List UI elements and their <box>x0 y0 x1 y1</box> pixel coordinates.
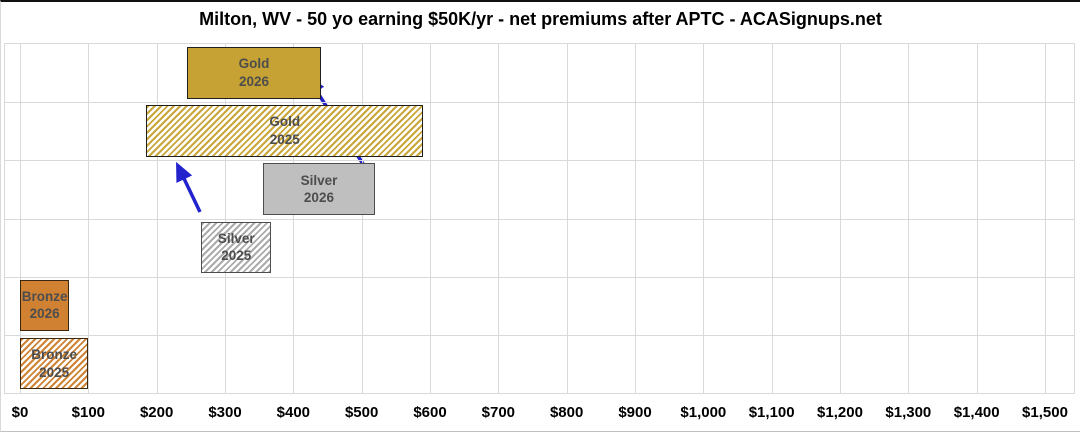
bar-silver-2026: Silver 2026 <box>262 163 376 215</box>
x-tick-label: $200 <box>139 404 174 421</box>
gridline-horizontal <box>5 335 1074 336</box>
gridline-vertical <box>20 44 21 393</box>
gridline-vertical <box>635 44 636 393</box>
bar-bronze-2026: Bronze 2026 <box>20 279 70 332</box>
x-tick-label: $1,100 <box>748 404 795 421</box>
bar-bronze-2025: Bronze 2025 <box>20 337 89 390</box>
gridline-horizontal <box>5 102 1074 103</box>
x-tick-label: $1,200 <box>817 404 863 421</box>
gridline-vertical <box>840 44 841 393</box>
plot-area: Gold 2026 Gold 2025 Silver 2026 Silver 2025 Bron… <box>4 43 1075 394</box>
x-tick-label: $1,500 <box>1022 404 1068 421</box>
x-tick-label: $1,400 <box>953 404 1000 421</box>
chart-title: Milton, WV - 50 yo earning $50K/yr - net… <box>199 9 882 29</box>
x-tick-label: $800 <box>549 404 584 421</box>
gridline-vertical <box>908 44 910 393</box>
x-tick-label: $500 <box>344 404 379 421</box>
bar-label-metal: Bronze <box>31 347 78 363</box>
gridline-vertical <box>771 44 773 393</box>
gridline-vertical <box>293 44 295 393</box>
x-tick-label: $300 <box>208 404 242 421</box>
gridline-vertical <box>225 44 226 393</box>
gridline-horizontal <box>5 277 1074 278</box>
gridline-vertical <box>430 44 431 393</box>
bar-gold-2025: Gold 2025 <box>146 105 424 157</box>
gridline-horizontal <box>5 219 1074 220</box>
x-tick-label: $1,300 <box>885 404 932 421</box>
bar-label-year: 2026 <box>303 190 334 206</box>
bar-gold-2026: Gold 2026 <box>187 47 321 99</box>
bar-label-year: 2025 <box>221 248 252 264</box>
bar-label-year: 2026 <box>29 306 60 322</box>
bar-label-metal: Silver <box>300 172 338 188</box>
bar-label-year: 2025 <box>269 131 300 147</box>
x-axis: $0 $100 $200 $300 $400 $500 $600 $700 $800 $900 $1… <box>1 404 1080 428</box>
gridline-vertical <box>498 44 500 393</box>
x-tick-label: $0 <box>11 404 29 421</box>
bar-label-metal: Gold <box>269 114 301 130</box>
gridline-vertical <box>703 44 705 393</box>
x-tick-label: $900 <box>618 404 652 421</box>
bar-label-metal: Silver <box>217 230 255 246</box>
arrow-silver-2025-to-gold-2025 <box>176 161 202 213</box>
gridline-vertical <box>156 44 158 393</box>
bar-label-year: 2025 <box>39 364 70 380</box>
gridline-vertical <box>976 44 978 393</box>
gridline-horizontal <box>5 160 1074 161</box>
x-tick-label: $600 <box>413 404 447 421</box>
x-tick-label: $700 <box>481 404 516 421</box>
bar-silver-2025: Silver 2025 <box>201 221 272 274</box>
gridline-vertical <box>88 44 90 393</box>
x-tick-label: $400 <box>276 404 311 421</box>
gridline-vertical <box>1045 44 1046 393</box>
gridline-vertical <box>566 44 568 393</box>
x-tick-label: $1,000 <box>680 404 727 421</box>
gridline-vertical <box>361 44 363 393</box>
bar-label-metal: Bronze <box>21 288 68 304</box>
bar-label-metal: Gold <box>238 56 270 72</box>
x-tick-label: $100 <box>71 404 106 421</box>
bar-label-year: 2026 <box>239 73 270 89</box>
